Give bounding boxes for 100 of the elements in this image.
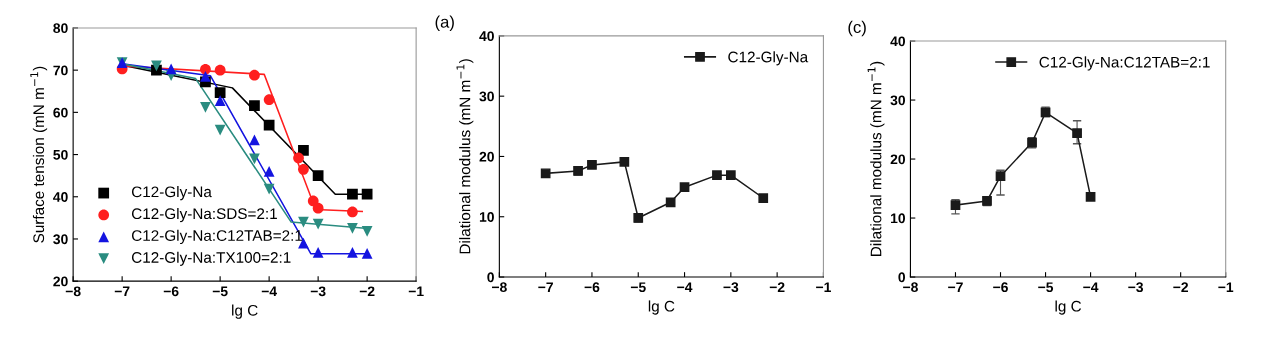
- point: [361, 247, 373, 259]
- x-tick-label: −5: [630, 282, 646, 293]
- point: [214, 87, 226, 98]
- point: [214, 64, 226, 76]
- y-tick-label: 40: [890, 36, 906, 47]
- point: [347, 223, 358, 234]
- y-tick-label: 30: [53, 234, 68, 245]
- x-tick-label: −1: [816, 282, 831, 292]
- point: [200, 101, 211, 113]
- x-tick-label: −5: [212, 286, 228, 297]
- y-tick-label: 30: [479, 91, 494, 102]
- x-axis-title: lg C: [1055, 300, 1082, 315]
- point: [249, 153, 260, 165]
- x-axis-title: lg C: [648, 300, 675, 315]
- x-tick-label: −4: [1083, 282, 1099, 292]
- y-tick-label: 60: [53, 107, 68, 118]
- y-tick-label: 10: [891, 213, 906, 224]
- point: [619, 157, 630, 167]
- point: [263, 183, 275, 195]
- point: [950, 200, 961, 210]
- y-tick-label: 40: [479, 31, 494, 42]
- y-tick-label: 40: [53, 192, 68, 202]
- point: [312, 202, 324, 214]
- y-tick-label: 80: [53, 23, 68, 34]
- point: [249, 100, 260, 111]
- y-axis-title: Surface tension (mN m$^{−1}$): [30, 66, 48, 243]
- legend-label: C12-Gly-Na:SDS=2:1: [131, 207, 277, 223]
- point: [249, 69, 260, 81]
- x-tick-label: −2: [1173, 282, 1189, 292]
- x-tick-label: −7: [114, 286, 130, 297]
- y-tick-label: 20: [479, 151, 494, 162]
- chart-title: (c): [848, 20, 866, 37]
- point: [1072, 128, 1082, 138]
- point: [995, 171, 1006, 182]
- point: [293, 152, 304, 164]
- point: [263, 119, 275, 131]
- point: [347, 247, 358, 258]
- point: [758, 193, 769, 203]
- point: [298, 216, 309, 228]
- y-tick-label: 70: [53, 65, 68, 76]
- legend-label: C12-Gly-Na:C12TAB=2:1: [131, 229, 303, 245]
- point: [361, 225, 373, 237]
- point: [312, 170, 324, 182]
- x-tick-label: −6: [584, 282, 600, 293]
- point: [725, 170, 736, 181]
- x-tick-label: −2: [359, 286, 375, 297]
- y-tick-label: 10: [479, 212, 494, 222]
- point: [249, 134, 260, 146]
- x-tick-label: −6: [163, 286, 179, 297]
- point: [200, 71, 211, 82]
- x-tick-label: −8: [903, 282, 918, 293]
- point: [347, 188, 358, 200]
- x-tick-label: −1: [1218, 282, 1234, 292]
- chart-title: (a): [435, 15, 454, 32]
- point: [263, 166, 275, 177]
- x-tick-label: −6: [993, 282, 1008, 293]
- y-tick-label: 0: [487, 272, 494, 283]
- x-tick-label: −7: [538, 282, 553, 292]
- y-axis-title: Dilational modulus (mN m$^{−1}$): [867, 61, 885, 256]
- point: [165, 63, 177, 75]
- legend-label: C12-Gly-Na:TX100=2:1: [131, 251, 291, 266]
- x-axis-title: lg C: [232, 304, 258, 319]
- x-tick-label: −4: [261, 286, 277, 297]
- y-tick-label: 20: [53, 276, 68, 287]
- legend-label: C12-Gly-Na: [131, 186, 212, 201]
- point: [312, 218, 324, 230]
- legend-label: C12-Gly-Na: [728, 51, 809, 66]
- point: [214, 124, 226, 136]
- x-tick-label: −3: [310, 286, 326, 297]
- point: [665, 197, 676, 208]
- y-tick-label: 20: [890, 154, 906, 165]
- x-tick-label: −5: [1038, 282, 1054, 293]
- x-tick-label: −8: [65, 286, 81, 297]
- x-tick-label: −2: [769, 282, 785, 292]
- point: [214, 95, 226, 106]
- x-tick-label: −8: [492, 282, 507, 293]
- y-axis-title: Dilational modulus (mN m$^{−1}$): [456, 59, 474, 254]
- y-tick-label: 0: [898, 272, 906, 283]
- point: [312, 247, 324, 258]
- point: [587, 160, 597, 170]
- point: [263, 94, 275, 106]
- y-tick-label: 50: [53, 149, 68, 160]
- point: [712, 170, 722, 181]
- y-tick-label: 30: [890, 95, 906, 106]
- point: [298, 163, 309, 175]
- point: [347, 206, 358, 218]
- x-tick-label: −3: [723, 282, 739, 293]
- x-tick-label: −3: [1128, 282, 1144, 293]
- point: [1085, 191, 1096, 202]
- x-tick-label: −1: [408, 286, 424, 297]
- point: [573, 166, 583, 176]
- point: [200, 63, 211, 75]
- point: [540, 168, 551, 179]
- x-tick-label: −4: [677, 282, 693, 292]
- point: [361, 188, 373, 200]
- x-tick-label: −7: [948, 282, 963, 292]
- point: [633, 213, 644, 223]
- point: [982, 196, 992, 206]
- legend-label: C12-Gly-Na:C12TAB=2:1: [1039, 56, 1210, 71]
- point: [679, 182, 690, 193]
